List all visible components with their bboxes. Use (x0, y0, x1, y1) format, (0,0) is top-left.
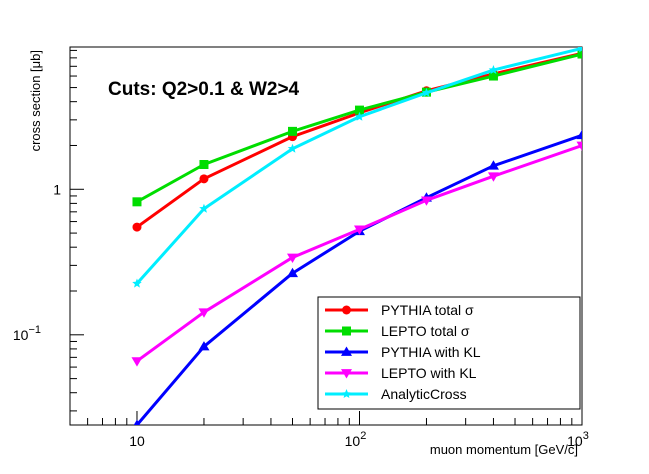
cuts-annotation: Cuts: Q2>0.1 & W2>4 (108, 79, 300, 100)
data-point (287, 267, 299, 278)
legend-marker (341, 369, 352, 379)
data-point (133, 419, 141, 425)
x-tick-exponent: 2 (360, 430, 366, 442)
data-point (132, 278, 142, 288)
data-point (287, 253, 299, 263)
series-4 (131, 141, 582, 367)
data-point (576, 129, 582, 140)
data-point (199, 174, 209, 184)
data-point (488, 71, 498, 81)
legend-label: AnalyticCross (381, 386, 467, 402)
legend-label: LEPTO with KL (381, 365, 477, 381)
legend-marker (341, 346, 352, 356)
legend-label: LEPTO total σ (381, 323, 470, 339)
data-point (198, 308, 210, 318)
x-tick-exponent: 3 (583, 430, 589, 442)
y-tick-exponent: −1 (28, 324, 41, 336)
legend-item: PYTHIA total σ (325, 302, 474, 318)
data-point (420, 196, 432, 206)
legend-label: PYTHIA total σ (381, 302, 474, 318)
x-tick-label: 102 (345, 430, 367, 449)
y-tick-label: 1 (53, 181, 61, 197)
data-point (354, 105, 364, 115)
data-point (488, 65, 499, 75)
y-tick-label: 10−1 (13, 324, 41, 343)
legend: PYTHIA total σ LEPTO total σ PYTHIA with K… (317, 296, 581, 410)
x-axis-title: muon momentum [GeV/c] (430, 442, 578, 457)
legend-item: LEPTO total σ (325, 323, 470, 339)
series-1 (132, 48, 582, 232)
data-point (421, 87, 432, 97)
data-point (287, 143, 298, 153)
y-axis-title: cross section [μb] (28, 50, 43, 151)
x-tick-label: 10 (129, 433, 145, 449)
data-point (288, 126, 298, 136)
series-layer (131, 47, 582, 425)
data-point (132, 197, 142, 207)
data-point (132, 222, 142, 232)
y-axis-ticks: 1 10−1 (13, 49, 84, 412)
data-point (199, 160, 209, 170)
data-point (131, 357, 143, 367)
data-point (577, 47, 582, 53)
legend-marker (342, 305, 351, 315)
data-point (487, 160, 499, 170)
legend-marker (342, 326, 351, 336)
data-point (354, 111, 365, 121)
legend-item: AnalyticCross (325, 386, 467, 402)
data-point (199, 203, 209, 213)
legend-item: LEPTO with KL (325, 365, 477, 381)
legend-marker (341, 389, 352, 399)
plot-frame (69, 46, 583, 426)
data-point (487, 172, 499, 182)
legend-label: PYTHIA with KL (381, 344, 481, 360)
data-point (353, 225, 365, 235)
data-point (577, 49, 582, 59)
data-point (198, 341, 210, 351)
data-point (576, 141, 582, 151)
legend-item: PYTHIA with KL (325, 344, 481, 360)
series-5 (132, 47, 582, 288)
